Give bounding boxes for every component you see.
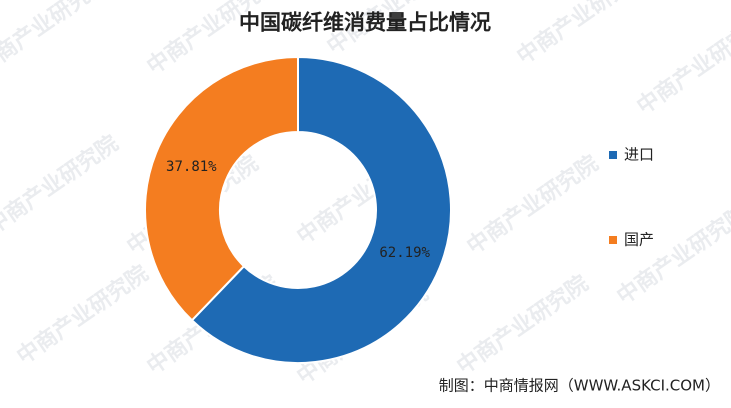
legend-label: 进口 [624, 146, 654, 164]
legend-swatch [609, 236, 617, 244]
chart-title: 中国碳纤维消费量占比情况 [239, 10, 491, 35]
data-label: 37.81% [166, 159, 217, 175]
donut-segment [190, 55, 452, 364]
source-note: 制图：中商情报网（WWW.ASKCI.COM） [439, 377, 720, 395]
donut: 62.19% 37.81% [144, 55, 452, 364]
legend-swatch [609, 151, 617, 159]
data-label: 62.19% [379, 245, 430, 261]
legend-label: 国产 [624, 231, 654, 249]
donut-segment [144, 55, 299, 322]
